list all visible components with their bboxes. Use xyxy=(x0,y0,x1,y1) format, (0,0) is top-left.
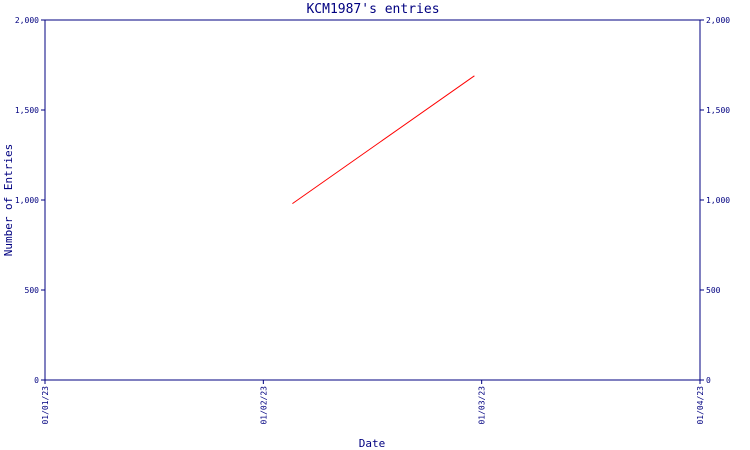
x-tick-label: 01/04/23 xyxy=(696,386,705,425)
y-tick-label-left: 500 xyxy=(25,286,40,295)
y-tick-label-right: 500 xyxy=(706,286,721,295)
series-layer xyxy=(292,75,475,205)
y-tick-label-right: 0 xyxy=(706,376,711,385)
y-axis-left: 0 500 1,000 1,500 2,000 xyxy=(15,16,45,385)
y-tick-label-right: 1,500 xyxy=(706,106,730,115)
x-tick-label: 01/02/23 xyxy=(259,386,268,425)
chart-title: KCM1987's entries xyxy=(306,2,439,17)
y-tick-label-left: 0 xyxy=(34,376,39,385)
x-axis: 01/01/23 01/02/23 01/03/23 01/04/23 xyxy=(41,380,705,425)
y-axis-right: 0 500 1,000 1,500 2,000 xyxy=(700,16,730,385)
y-tick-label-left: 2,000 xyxy=(15,16,39,25)
x-tick-label: 01/03/23 xyxy=(478,386,487,425)
x-tick-label: 01/01/23 xyxy=(41,386,50,425)
series-line xyxy=(292,75,475,205)
y-axis-label: Number of Entries xyxy=(2,144,15,257)
y-tick-label-right: 1,000 xyxy=(706,196,730,205)
x-axis-label: Date xyxy=(359,437,386,450)
y-tick-label-left: 1,500 xyxy=(15,106,39,115)
y-tick-label-right: 2,000 xyxy=(706,16,730,25)
y-tick-label-left: 1,000 xyxy=(15,196,39,205)
plot-area-frame xyxy=(44,19,701,381)
